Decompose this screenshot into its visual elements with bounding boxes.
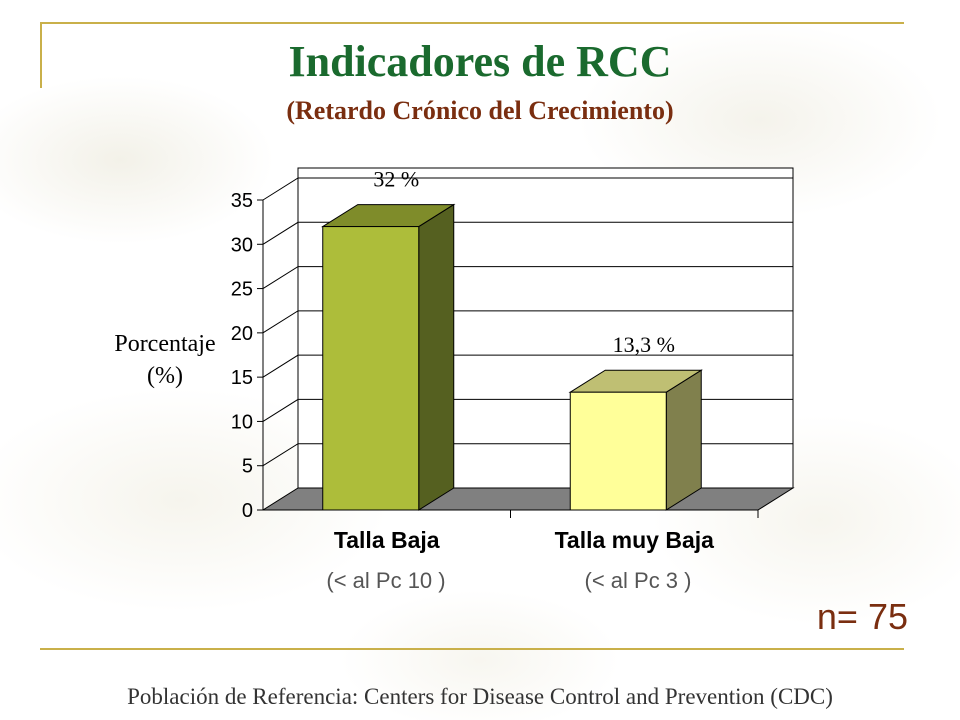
x-tick-label: Talla muy Baja (555, 527, 715, 553)
sample-size-label: n= 75 (816, 596, 908, 637)
y-tick-label: 15 (231, 367, 253, 389)
y-tick-label: 0 (242, 500, 253, 522)
data-label: 13,3 % (613, 332, 675, 357)
y-tick-label: 35 (231, 190, 253, 212)
category-note-1: (< al Pc 10 ) (326, 568, 446, 593)
y-tick-label: 10 (231, 411, 253, 433)
bar (322, 226, 420, 511)
page-subtitle: (Retardo Crónico del Crecimiento) (286, 96, 674, 125)
y-tick-label: 5 (242, 456, 253, 478)
y-axis-label-line1: Porcentaje (114, 331, 216, 357)
page-title: Indicadores de RCC (288, 37, 672, 86)
bottom-rule (40, 648, 904, 650)
bar-side (418, 203, 455, 511)
top-rule (40, 22, 904, 24)
data-label: 32 % (373, 167, 419, 192)
footer-source: Población de Referencia: Centers for Dis… (127, 684, 833, 709)
y-tick-label: 25 (231, 279, 253, 301)
category-note-2: (< al Pc 3 ) (584, 568, 692, 593)
bar (569, 391, 667, 511)
y-axis-label: Porcentaje (%) (100, 328, 230, 392)
bar-side (665, 369, 702, 511)
left-rule (40, 22, 42, 88)
y-tick-label: 20 (231, 323, 253, 345)
x-tick-label: Talla Baja (334, 527, 440, 553)
y-axis-label-line2: (%) (147, 363, 183, 389)
y-tick-label: 30 (231, 234, 253, 256)
